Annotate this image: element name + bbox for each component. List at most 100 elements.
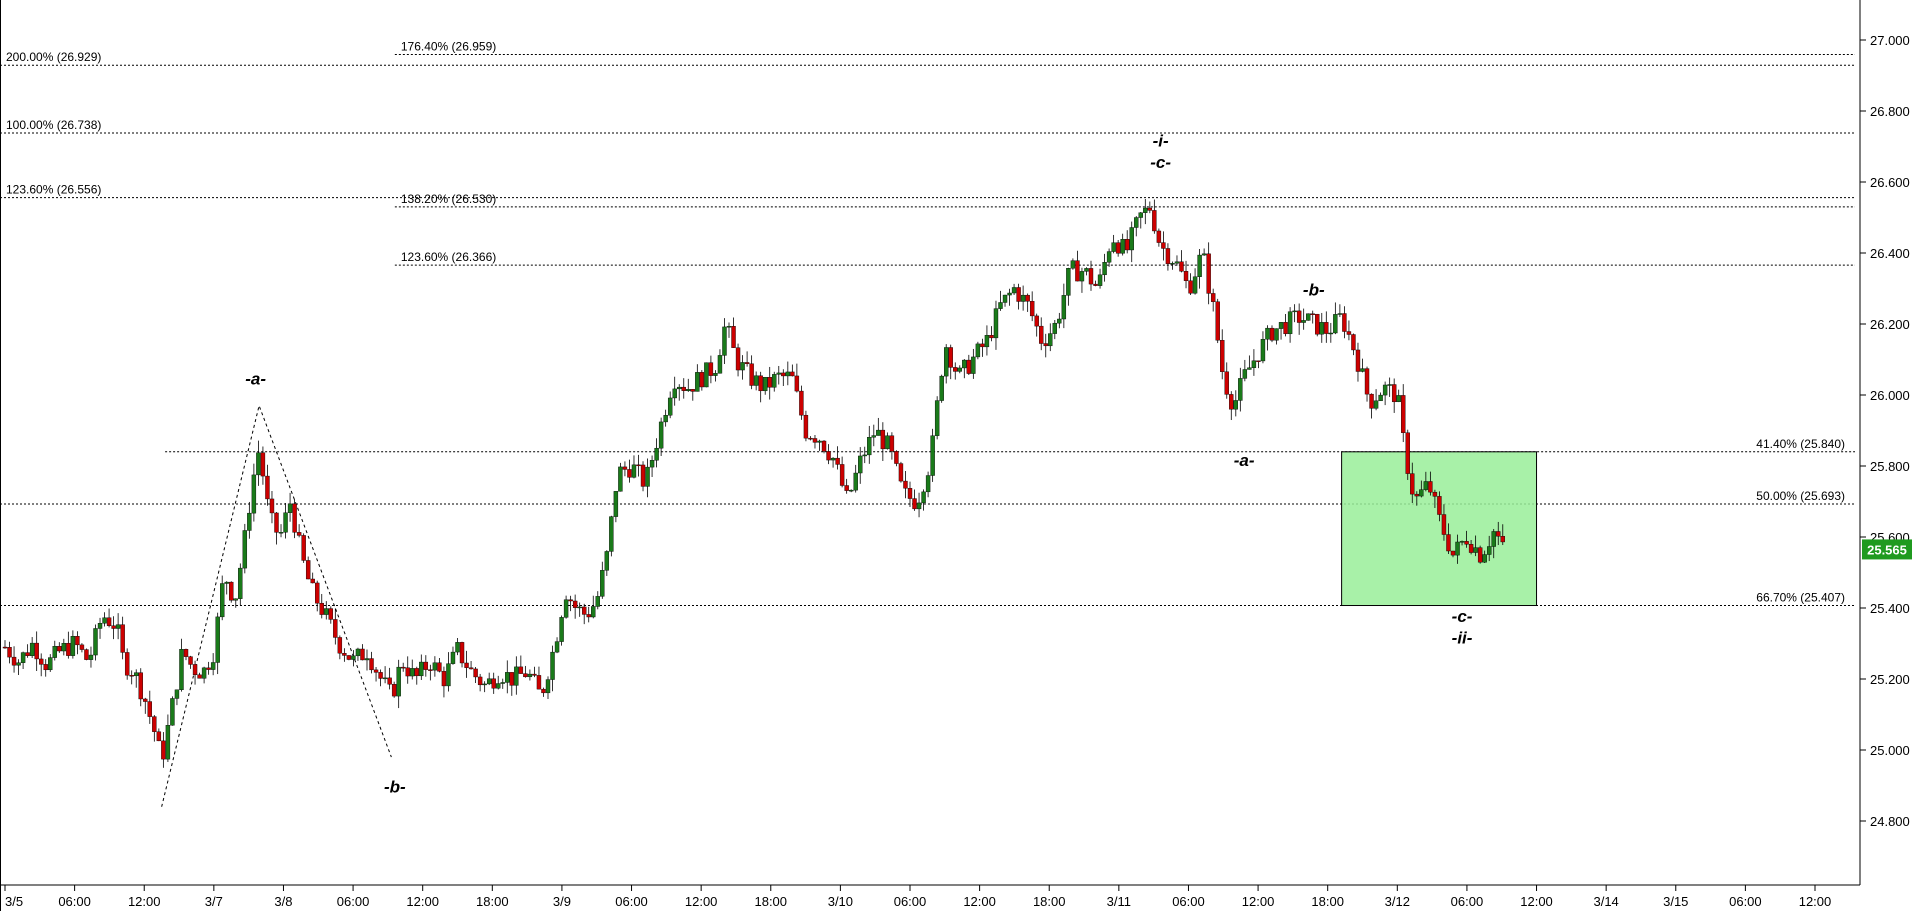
candle-down: [1410, 473, 1415, 495]
candle-up: [278, 532, 284, 534]
candle-down: [310, 578, 315, 584]
x-tick-label: 3/9: [553, 894, 571, 909]
candle-down: [378, 672, 383, 679]
candle-down: [532, 673, 537, 676]
candle-down: [459, 642, 465, 664]
candle-up: [1287, 311, 1293, 335]
candle-up: [1333, 314, 1338, 334]
candle-up: [925, 475, 931, 493]
candle-down: [337, 637, 343, 654]
candle-down: [120, 624, 125, 653]
candle-down: [541, 688, 546, 694]
candle-up: [993, 308, 999, 339]
candle-down: [360, 648, 365, 661]
x-tick-label: 06:00: [615, 894, 648, 909]
candle-down: [636, 464, 641, 467]
candle-down: [912, 498, 917, 510]
candle-up: [1066, 268, 1071, 296]
candle-down: [265, 475, 270, 500]
wave-label: -i-: [1153, 132, 1169, 151]
candle-down: [464, 662, 469, 668]
x-tick-label: 12:00: [406, 894, 439, 909]
candle-down: [699, 372, 705, 388]
x-tick-label: 06:00: [1451, 894, 1484, 909]
candle-down: [582, 606, 587, 615]
fibonacci-levels: 200.00% (26.929) 100.00% (26.738) 123.60% …: [0, 40, 1855, 607]
candle-down: [735, 347, 741, 371]
candle-up: [1097, 274, 1103, 286]
candle-up: [238, 567, 243, 599]
fib-label: 123.60% (26.366): [401, 250, 496, 264]
candle-up: [563, 599, 569, 618]
candle-up: [1134, 217, 1139, 228]
candle-up: [396, 666, 401, 697]
fib-label: 123.60% (26.556): [6, 183, 101, 197]
candle-up: [1242, 369, 1248, 379]
candle-down: [1310, 313, 1315, 315]
candle-up: [830, 457, 836, 461]
y-tick-label: 25.000: [1870, 743, 1910, 758]
target-zone: [1341, 451, 1538, 607]
candle-up: [604, 551, 610, 571]
candle-up: [957, 367, 962, 372]
candle-up: [174, 689, 180, 699]
candle-up: [242, 530, 248, 569]
candle-down: [1346, 331, 1352, 335]
candle-up: [527, 673, 533, 678]
candle-up: [600, 570, 605, 597]
candle-down: [1464, 541, 1469, 545]
x-tick-label: 12:00: [963, 894, 996, 909]
wave-label: -ii-: [1452, 629, 1473, 648]
candle-up: [1328, 332, 1334, 335]
candle-down: [1414, 493, 1420, 497]
candle-down: [346, 655, 352, 660]
candle-up: [1002, 294, 1008, 303]
candle-down: [1500, 536, 1505, 543]
candle-down: [1342, 313, 1347, 332]
last-price-badge: [1862, 539, 1912, 560]
candle-down: [75, 636, 80, 646]
candle-up: [785, 371, 791, 377]
candle-up: [247, 512, 252, 531]
candle-down: [296, 532, 302, 536]
candle-up: [1007, 292, 1012, 296]
candle-up: [410, 668, 415, 677]
candle-down: [808, 437, 813, 440]
candle-down: [269, 498, 275, 514]
candle-down: [568, 599, 573, 602]
candle-down: [111, 625, 116, 629]
candle-up: [20, 652, 26, 663]
candle-up: [102, 617, 107, 624]
x-tick-label: 3/5: [5, 894, 23, 909]
candle-up: [654, 447, 659, 461]
x-tick-label: 3/15: [1663, 894, 1688, 909]
candle-up: [1048, 333, 1053, 347]
candle-up: [609, 516, 614, 552]
candle-up: [1247, 367, 1252, 370]
candle-up: [618, 466, 623, 492]
candle-down: [880, 429, 886, 450]
candle-up: [1084, 268, 1089, 272]
x-tick-label: 12:00: [128, 894, 161, 909]
candle-up: [1129, 227, 1134, 251]
candle-down: [1147, 207, 1153, 211]
candle-down: [143, 698, 148, 702]
x-tick-label: 06:00: [894, 894, 927, 909]
candle-down: [1269, 327, 1275, 341]
candle-down: [43, 664, 48, 671]
candle-up: [658, 421, 664, 449]
candle-up: [1197, 254, 1202, 277]
candle-down: [1401, 395, 1406, 433]
candle-down: [1039, 325, 1044, 344]
candle-down: [794, 375, 800, 392]
candle-up: [1192, 276, 1198, 294]
candle-down: [1496, 531, 1501, 537]
candle-up: [48, 657, 53, 671]
candle-up: [649, 460, 655, 468]
candle-up: [1079, 271, 1085, 282]
candle-up: [1486, 546, 1492, 555]
candle-down: [57, 646, 62, 652]
candle-down: [342, 653, 347, 656]
candle-down: [1016, 287, 1021, 302]
